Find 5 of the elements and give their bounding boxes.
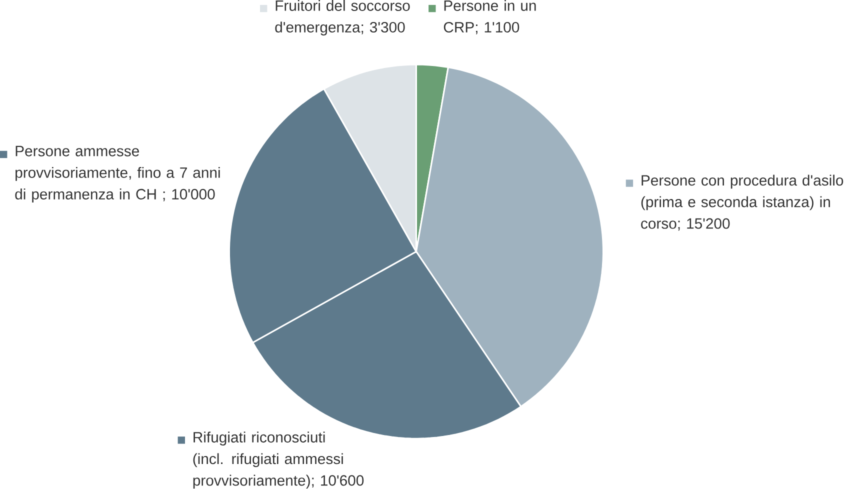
legend-label: Fruitori del soccorso d'emergenza; 3'300	[275, 0, 410, 36]
legend-label: Persone ammesse provvisoriamente, fino a 7 anni di permanenza in CH ; 10'000	[15, 146, 220, 203]
legend-label: Persone con procedura d'asilo (prima e seconda istanza) in corso; 15'200	[641, 174, 844, 231]
legend-label: Rifugiati riconosciuti (incl. rifugiati ammessi provvisoriamente); 10'600	[193, 432, 364, 489]
legend-label: Persone in un CRP; 1'100	[444, 0, 536, 34]
